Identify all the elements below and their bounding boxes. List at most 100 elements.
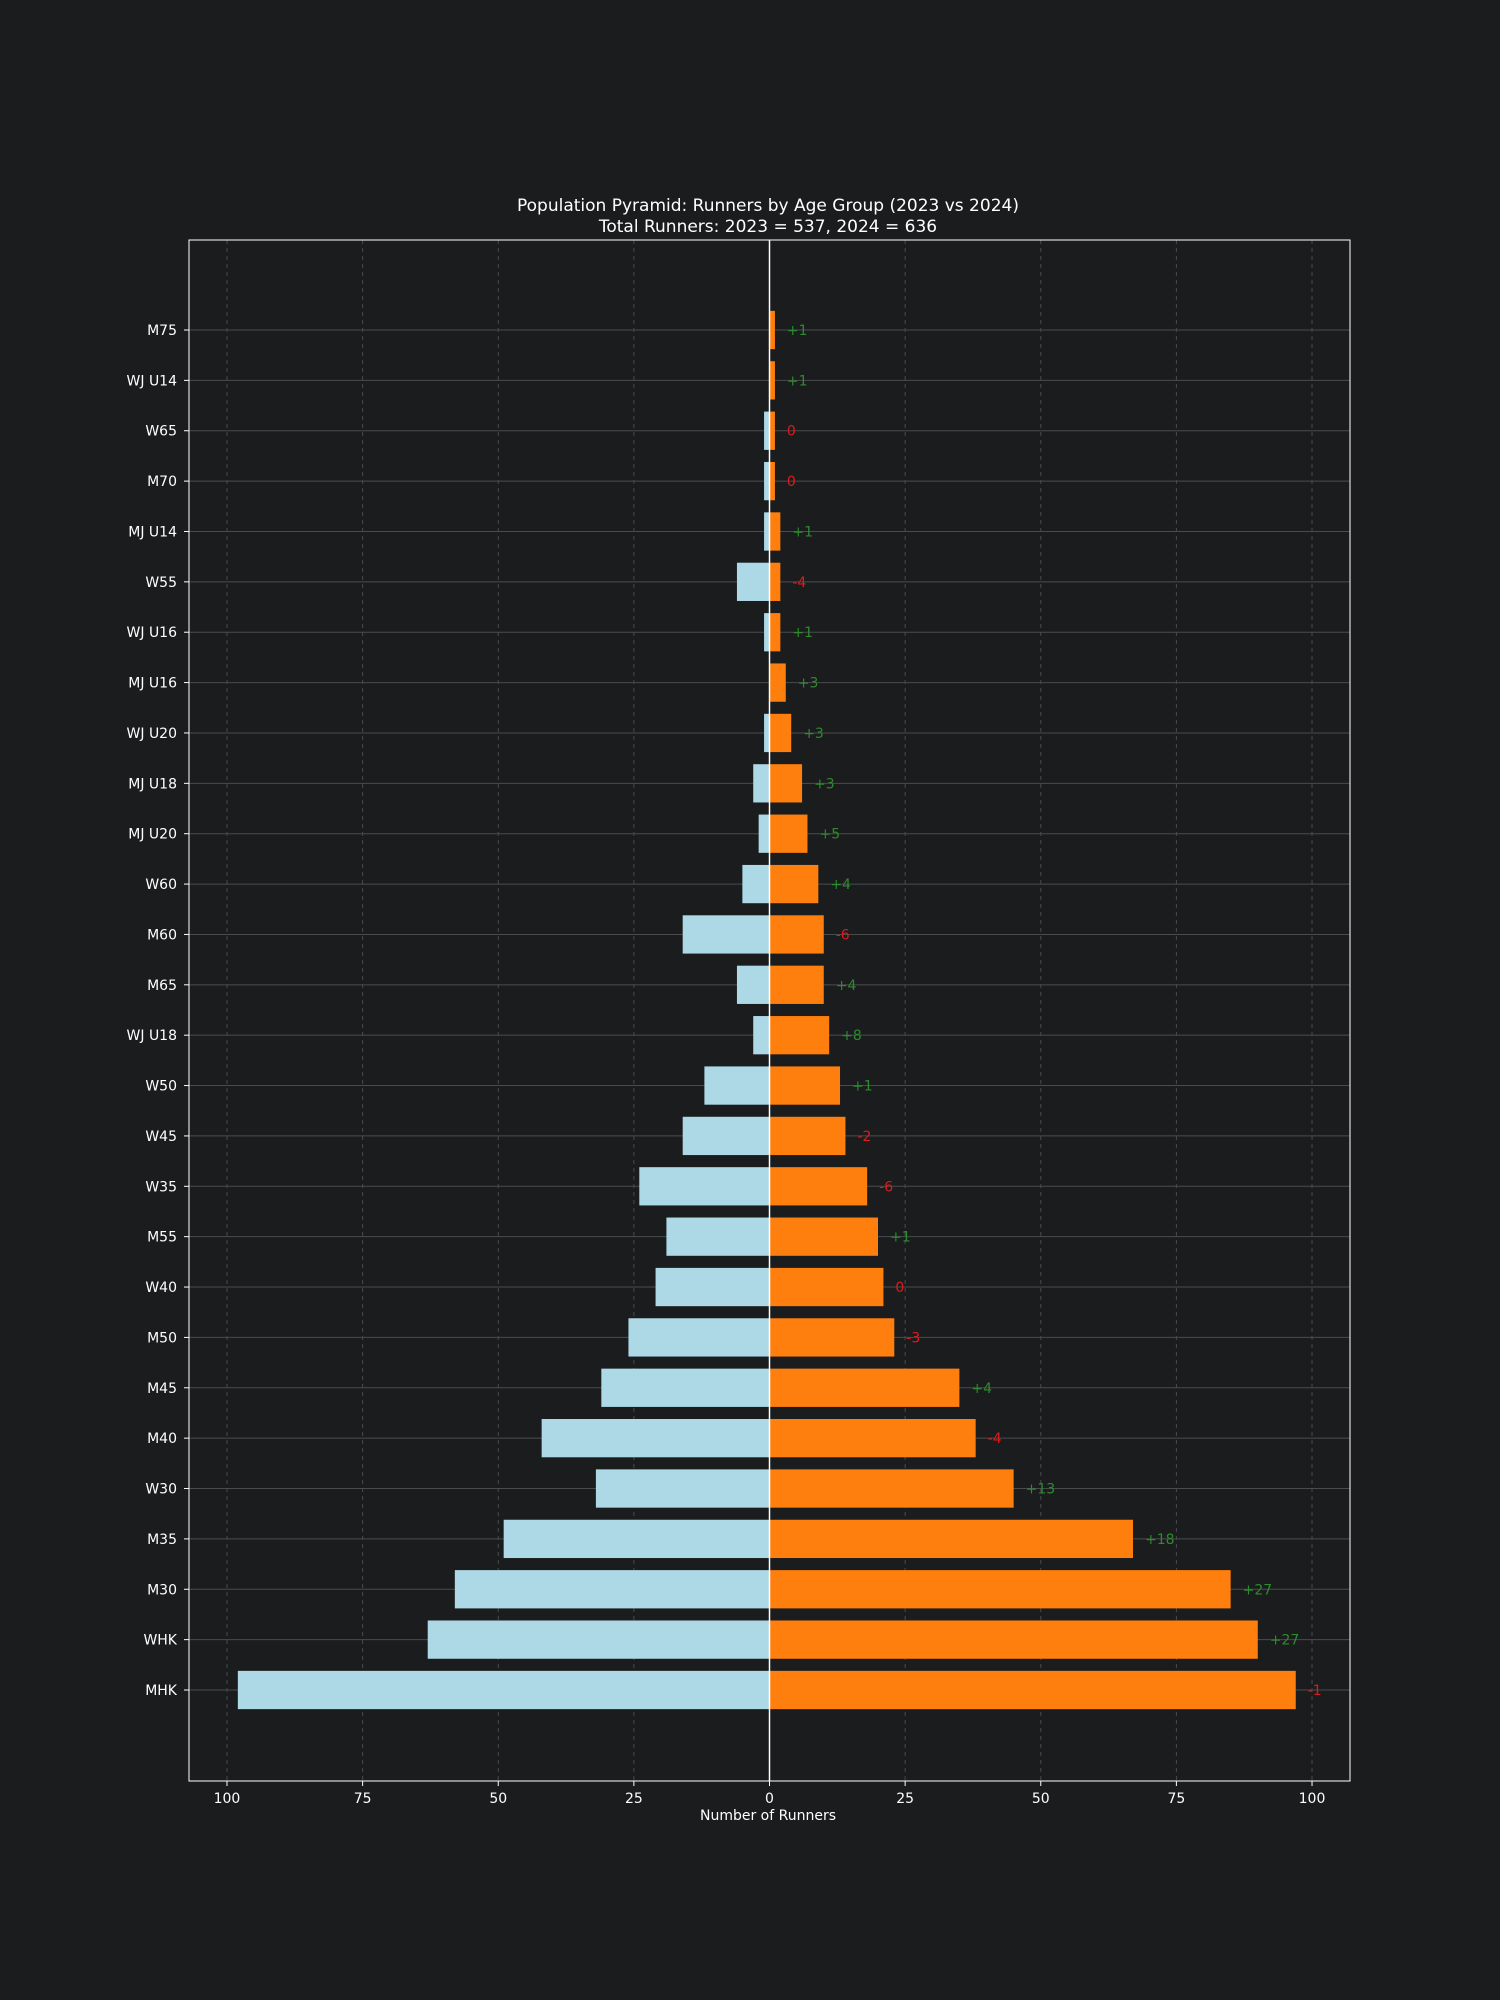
y-axis-ticks: MHK WHK M30 M35 W30 M40 M45 M50 W40 M55 W35 W45 W50 W… — [127, 323, 189, 1699]
bar-2024-m60 — [769, 915, 824, 954]
bar-2024-w30 — [769, 1469, 1014, 1508]
bar-2023-w60 — [742, 864, 770, 904]
difference-label: +3 — [814, 776, 835, 792]
y-tick-label: WJ U18 — [127, 1028, 177, 1044]
y-tick-label: WJ U14 — [127, 373, 178, 389]
bar-2024-m45 — [769, 1368, 960, 1407]
difference-label: +5 — [819, 827, 840, 843]
bar-2024-mj-u20 — [769, 814, 808, 853]
bar-2024-mj-u18 — [769, 764, 803, 803]
y-tick-label: WJ U16 — [127, 625, 178, 641]
y-tick-label: M70 — [147, 474, 177, 490]
difference-label: +4 — [971, 1381, 992, 1397]
difference-labels: -1 +27 +27 +18 +13 -4 +4 -3 0 +1 -6 -2 +1 +8 +4 -6 +4 +5 +… — [787, 323, 1322, 1699]
bar-2023-m45 — [601, 1368, 770, 1407]
y-tick-label: M75 — [147, 323, 177, 339]
bar-2024-m65 — [769, 965, 824, 1004]
difference-label: -6 — [879, 1179, 893, 1195]
y-tick-label: MHK — [145, 1683, 178, 1699]
bar-2023-whk — [427, 1620, 770, 1659]
difference-label: +1 — [890, 1230, 911, 1246]
bar-2024-w60 — [769, 864, 819, 904]
bar-2023-m60 — [682, 915, 770, 954]
x-tick-label: 75 — [354, 1791, 372, 1807]
bar-2024-mhk — [769, 1670, 1296, 1710]
y-tick-label: W35 — [145, 1179, 177, 1195]
difference-label: -4 — [792, 575, 806, 591]
y-tick-label: M65 — [147, 978, 177, 994]
bar-2024-m70 — [769, 461, 775, 501]
bar-2024-wj-u16 — [769, 613, 781, 652]
bar-2023-w30 — [595, 1469, 770, 1508]
bar-2024-m35 — [769, 1519, 1133, 1559]
x-axis-label: Number of Runners — [700, 1808, 836, 1824]
y-tick-label: M60 — [147, 927, 177, 943]
x-tick-label: 0 — [765, 1791, 774, 1807]
bar-2024-mj-u14 — [769, 512, 781, 551]
x-tick-label: 50 — [489, 1791, 507, 1807]
y-tick-label: W60 — [145, 877, 177, 893]
plot-frame — [188, 239, 1351, 1782]
y-tick-label: M35 — [147, 1532, 177, 1548]
bar-2023-m30 — [454, 1570, 770, 1609]
difference-label: -2 — [857, 1129, 871, 1145]
bar-2024-w45 — [769, 1116, 846, 1156]
bar-2023-w55 — [736, 562, 770, 601]
x-tick-label: 50 — [1032, 1791, 1050, 1807]
y-tick-label: W55 — [145, 575, 177, 591]
bar-2023-w35 — [639, 1167, 770, 1206]
difference-label: 0 — [895, 1280, 904, 1296]
chart-title: Population Pyramid: Runners by Age Group… — [517, 196, 1019, 216]
y-tick-label: M45 — [147, 1381, 177, 1397]
x-tick-label: 100 — [1299, 1791, 1326, 1807]
difference-label: +18 — [1145, 1532, 1175, 1548]
difference-label: +8 — [841, 1028, 862, 1044]
y-tick-label: W65 — [145, 424, 177, 440]
difference-label: 0 — [787, 424, 796, 440]
y-tick-label: W45 — [145, 1129, 177, 1145]
difference-label: -4 — [988, 1431, 1002, 1447]
difference-label: +4 — [830, 877, 851, 893]
bar-2024-m30 — [769, 1570, 1231, 1609]
bar-2023-m70 — [764, 461, 770, 501]
difference-label: +1 — [792, 625, 813, 641]
bar-2023-w40 — [655, 1267, 770, 1307]
difference-label: +1 — [787, 373, 808, 389]
bar-2023-mj-u20 — [758, 814, 770, 853]
bar-2023-wj-u20 — [764, 713, 770, 753]
bar-2023-w45 — [682, 1116, 770, 1156]
y-tick-label: MJ U18 — [128, 776, 177, 792]
chart-subtitle: Total Runners: 2023 = 537, 2024 = 636 — [598, 217, 937, 237]
difference-label: +1 — [792, 524, 813, 540]
x-tick-label: 25 — [896, 1791, 914, 1807]
difference-label: +3 — [798, 676, 819, 692]
bar-2024-wj-u14 — [769, 361, 775, 400]
x-tick-label: 100 — [214, 1791, 241, 1807]
bar-2024-m40 — [769, 1419, 976, 1458]
difference-label: -1 — [1308, 1683, 1322, 1699]
bar-2024-w50 — [769, 1066, 841, 1105]
bar-2023-mj-u18 — [753, 764, 770, 803]
difference-label: +1 — [787, 323, 808, 339]
bar-2023-w50 — [704, 1066, 770, 1105]
difference-label: +27 — [1270, 1633, 1300, 1649]
difference-label: 0 — [787, 474, 796, 490]
bar-2024-whk — [769, 1620, 1258, 1659]
bar-2023-m40 — [541, 1419, 770, 1458]
y-tick-label: W50 — [145, 1079, 177, 1095]
y-tick-label: M40 — [147, 1431, 177, 1447]
difference-label: +4 — [836, 978, 857, 994]
bar-2024-wj-u20 — [769, 713, 792, 753]
y-tick-label: MJ U14 — [128, 524, 177, 540]
bar-2024-m75 — [769, 310, 775, 350]
difference-label: +27 — [1243, 1582, 1273, 1598]
bar-2023-wj-u16 — [764, 613, 770, 652]
bar-2023-m55 — [666, 1217, 770, 1256]
bar-2024-w40 — [769, 1267, 884, 1307]
y-tick-label: MJ U20 — [128, 827, 177, 843]
bar-2024-w65 — [769, 411, 775, 450]
difference-label: -3 — [906, 1330, 920, 1346]
bar-2023-w65 — [764, 411, 770, 450]
y-tick-label: WJ U20 — [127, 726, 177, 742]
